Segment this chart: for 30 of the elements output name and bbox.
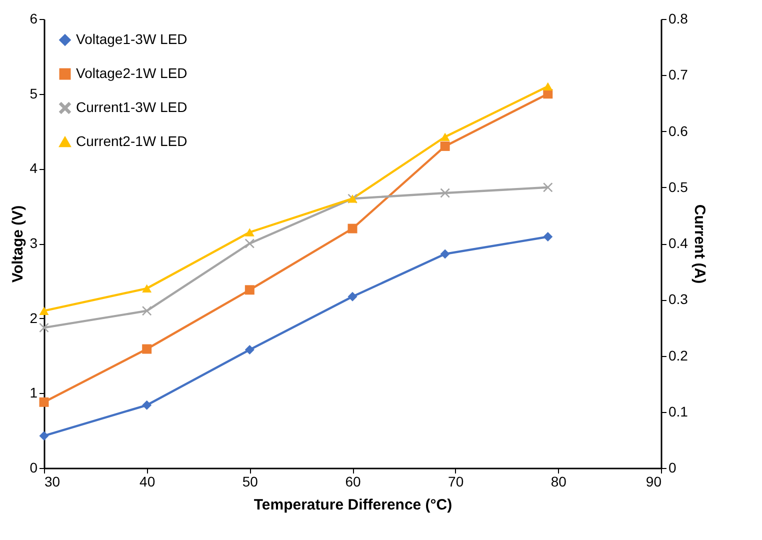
x-tick-label: 90	[646, 474, 662, 490]
y2-tick-label: 0.3	[668, 291, 688, 308]
y-tick-label: 5	[30, 85, 38, 102]
y2-tick-label: 0.8	[668, 10, 688, 26]
y2-tick-label: 0.2	[668, 347, 688, 364]
legend-label: Voltage1-3W LED	[76, 31, 188, 47]
x-axis-title: Temperature Difference (°C)	[254, 496, 452, 514]
y2-tick-label: 0	[668, 460, 676, 476]
x-tick-label: 30	[44, 474, 60, 490]
x-tick-label: 80	[550, 474, 567, 490]
x-tick-label: 70	[448, 474, 464, 490]
y2-axis-title: Current (A)	[690, 204, 708, 284]
legend-label: Current1-3W LED	[76, 99, 188, 115]
y-tick-label: 2	[30, 310, 38, 326]
y2-tick-label: 0.5	[668, 178, 688, 195]
x-tick-label: 60	[345, 474, 361, 490]
y2-tick-label: 0.6	[668, 122, 688, 139]
y-tick-label: 3	[30, 235, 38, 251]
y2-tick-label: 0.4	[668, 235, 688, 251]
y-tick-label: 0	[30, 460, 38, 476]
y-tick-label: 6	[30, 10, 38, 26]
y-axis-title: Voltage (V)	[10, 205, 27, 283]
x-tick-label: 50	[242, 474, 258, 490]
y2-tick-label: 0.1	[668, 403, 688, 420]
legend-label: Current2-1W LED	[76, 133, 188, 149]
y-tick-label: 4	[30, 160, 38, 176]
y-tick-label: 1	[30, 384, 38, 401]
y2-tick-label: 0.7	[668, 66, 688, 83]
x-tick-label: 40	[140, 474, 156, 490]
legend-label: Voltage2-1W LED	[76, 65, 188, 81]
